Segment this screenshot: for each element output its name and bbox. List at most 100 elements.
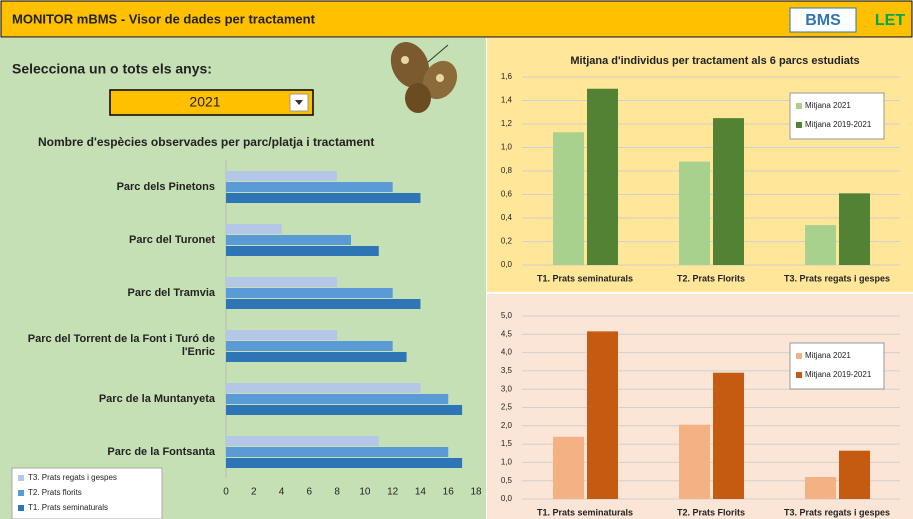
bar	[226, 246, 379, 256]
legend-box	[789, 342, 885, 390]
y-tick-label: 0,4	[501, 213, 513, 222]
x-tick-label: 8	[334, 487, 340, 498]
bar	[226, 436, 379, 446]
bar	[805, 225, 836, 265]
y-tick-label: 1,6	[501, 72, 513, 81]
bar	[226, 458, 463, 468]
legend-box	[789, 92, 885, 140]
x-tick-label: 4	[279, 487, 285, 498]
y-tick-label: 3,0	[501, 384, 513, 393]
bar	[587, 88, 618, 265]
header-title: MONITOR mBMS - Visor de dades per tracta…	[12, 11, 316, 26]
y-tick-label: 0,5	[501, 476, 513, 485]
year-dropdown[interactable]	[109, 89, 314, 116]
bar	[226, 193, 421, 203]
bar	[553, 436, 584, 499]
header-bar	[0, 0, 913, 38]
logo-bms: BMS	[805, 12, 841, 29]
y-tick-label: 2,5	[501, 403, 513, 412]
bar	[226, 383, 421, 393]
x-tick-label: T3. Prats regats i gespes	[784, 507, 890, 517]
logo-let: LET	[875, 12, 905, 29]
y-tick-label: 1,5	[501, 439, 513, 448]
bar	[553, 132, 584, 265]
y-tick-label: 2,0	[501, 421, 513, 430]
x-tick-label: 18	[470, 487, 482, 498]
x-tick-label: 16	[443, 487, 455, 498]
legend-label: T2. Prats florits	[28, 488, 82, 497]
x-tick-label: 0	[223, 487, 229, 498]
bar	[226, 299, 421, 309]
x-tick-label: T1. Prats seminaturals	[537, 273, 633, 283]
bar	[226, 341, 393, 351]
selector-label: Selecciona un o tots els anys:	[12, 61, 212, 77]
bar	[679, 424, 710, 499]
legend-label: Mitjana 2021	[805, 101, 851, 110]
legend-label: T3. Prats regats i gespes	[28, 473, 117, 482]
left-legend-box	[11, 467, 163, 519]
legend-swatch	[796, 103, 802, 109]
bar	[226, 277, 338, 287]
x-tick-label: 2	[251, 487, 257, 498]
bar	[226, 288, 393, 298]
y-tick-label: 0,0	[501, 260, 513, 269]
legend-swatch	[796, 353, 802, 359]
bar	[839, 450, 870, 499]
x-tick-label: 10	[359, 487, 371, 498]
y-tick-label: 1,2	[501, 119, 513, 128]
category-label: Parc del Torrent de la Font i Turó de l'…	[27, 333, 215, 358]
x-tick-label: T1. Prats seminaturals	[537, 507, 633, 517]
chart-title: Mitjana d'individus per tractament als 6…	[570, 55, 859, 67]
y-tick-label: 0,6	[501, 190, 513, 199]
bar	[226, 224, 282, 234]
bar	[679, 161, 710, 265]
y-tick-label: 4,0	[501, 348, 513, 357]
legend-swatch	[18, 475, 24, 481]
y-tick-label: 0,0	[501, 494, 513, 503]
chart-title: Nombre d'espècies observades per parc/pl…	[38, 135, 374, 149]
bar	[226, 394, 449, 404]
y-tick-label: 4,5	[501, 329, 513, 338]
bar	[226, 330, 338, 340]
bar	[713, 372, 744, 499]
bar	[226, 235, 351, 245]
dropdown-arrow	[295, 100, 303, 105]
bar	[226, 171, 338, 181]
bar	[587, 331, 618, 499]
y-tick-label: 1,0	[501, 458, 513, 467]
category-label: Parc del Turonet	[129, 233, 215, 246]
bar	[713, 118, 744, 265]
logo-box	[789, 7, 857, 33]
bar	[839, 193, 870, 265]
legend-swatch	[18, 505, 24, 511]
y-tick-label: 0,2	[501, 237, 513, 246]
bar	[226, 447, 449, 457]
y-tick-label: 3,5	[501, 366, 513, 375]
legend-swatch	[796, 122, 802, 128]
bar	[805, 477, 836, 499]
bar	[226, 405, 463, 415]
bar	[226, 182, 393, 192]
category-label: Parc de la Muntanyeta	[98, 392, 215, 405]
category-label: Parc de la Fontsanta	[107, 445, 215, 458]
x-tick-label: T2. Prats Florits	[677, 273, 745, 283]
bar	[226, 352, 407, 362]
legend-label: Mitjana 2019-2021	[805, 120, 872, 129]
legend-label: Mitjana 2019-2021	[805, 370, 872, 379]
x-tick-label: T2. Prats Florits	[677, 507, 745, 517]
legend-label: Mitjana 2021	[805, 351, 851, 360]
x-tick-label: 12	[387, 487, 399, 498]
y-tick-label: 1,4	[501, 96, 513, 105]
dropdown-value: 2021	[189, 94, 220, 110]
y-tick-label: 0,8	[501, 166, 513, 175]
x-tick-label: 14	[415, 487, 427, 498]
butterfly	[390, 41, 458, 113]
y-tick-label: 5,0	[501, 311, 513, 320]
y-tick-label: 1,0	[501, 143, 513, 152]
legend-swatch	[796, 372, 802, 378]
legend-swatch	[18, 490, 24, 496]
x-tick-label: T3. Prats regats i gespes	[784, 273, 890, 283]
category-label: Parc dels Pinetons	[116, 180, 215, 193]
